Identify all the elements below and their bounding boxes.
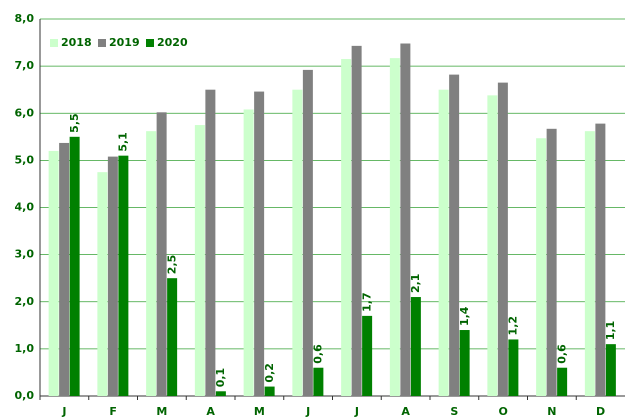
x-tick-label: A xyxy=(401,405,410,417)
bar xyxy=(313,367,324,396)
bar xyxy=(351,45,362,396)
bar xyxy=(194,125,205,396)
bar xyxy=(508,339,519,396)
y-tick-label: 0,0 xyxy=(15,389,35,402)
x-tick-label: F xyxy=(109,405,117,417)
bar xyxy=(59,142,70,396)
x-tick-label: O xyxy=(498,405,507,417)
bar xyxy=(118,155,129,396)
legend-label: 2018 xyxy=(61,36,92,49)
bar xyxy=(302,69,313,397)
bar xyxy=(449,74,460,397)
bar xyxy=(459,330,470,396)
bar xyxy=(254,91,265,396)
data-label: 2,1 xyxy=(409,274,422,294)
bar xyxy=(595,123,606,397)
bar xyxy=(156,112,167,397)
y-tick-label: 7,0 xyxy=(15,59,35,72)
bar xyxy=(400,43,411,396)
y-tick-label: 2,0 xyxy=(15,295,35,308)
x-tick-label: D xyxy=(596,405,605,417)
bar xyxy=(536,138,547,396)
legend-swatch xyxy=(146,39,154,47)
bar xyxy=(243,109,254,396)
bar xyxy=(215,391,226,396)
bar xyxy=(605,344,616,396)
y-tick-label: 4,0 xyxy=(15,201,35,214)
data-label: 1,1 xyxy=(604,321,617,341)
y-tick-label: 5,0 xyxy=(15,153,35,166)
bar xyxy=(389,58,400,397)
x-tick-label: J xyxy=(61,405,66,417)
bar xyxy=(497,82,508,397)
data-label: 5,5 xyxy=(68,113,81,133)
data-label: 2,5 xyxy=(165,255,178,275)
data-label: 0,1 xyxy=(214,368,227,388)
data-label: 0,2 xyxy=(263,363,276,383)
x-tick-label: J xyxy=(354,405,359,417)
x-tick-label: N xyxy=(547,405,556,417)
legend-label: 2020 xyxy=(157,36,188,49)
bar xyxy=(410,297,421,396)
y-tick-label: 1,0 xyxy=(15,342,35,355)
x-tick-label: J xyxy=(305,405,310,417)
data-label: 1,2 xyxy=(507,316,520,336)
y-tick-label: 8,0 xyxy=(15,12,35,25)
legend-label: 2019 xyxy=(109,36,140,49)
data-label: 1,4 xyxy=(458,306,471,326)
bar xyxy=(557,367,568,396)
x-tick-label: S xyxy=(450,405,458,417)
x-tick-label: A xyxy=(206,405,215,417)
bar xyxy=(167,278,178,396)
data-label: 5,1 xyxy=(117,132,130,152)
y-tick-label: 6,0 xyxy=(15,106,35,119)
bar xyxy=(69,136,80,396)
bar xyxy=(584,131,595,396)
bar xyxy=(264,386,275,396)
bar xyxy=(546,128,557,396)
bar xyxy=(362,315,373,396)
legend-swatch xyxy=(98,39,106,47)
y-tick-label: 3,0 xyxy=(15,248,35,261)
bar xyxy=(341,59,352,397)
data-label: 1,7 xyxy=(360,292,373,312)
data-label: 0,6 xyxy=(555,344,568,364)
bar xyxy=(48,150,59,396)
bar xyxy=(487,95,498,396)
x-tick-label: M xyxy=(254,405,265,417)
data-label: 0,6 xyxy=(312,344,325,364)
bar xyxy=(97,172,108,396)
legend-swatch xyxy=(50,39,58,47)
bar xyxy=(205,89,216,396)
bar xyxy=(438,89,449,396)
bar xyxy=(292,89,303,396)
x-tick-label: M xyxy=(156,405,167,417)
bar xyxy=(107,156,118,396)
bar xyxy=(146,131,157,396)
